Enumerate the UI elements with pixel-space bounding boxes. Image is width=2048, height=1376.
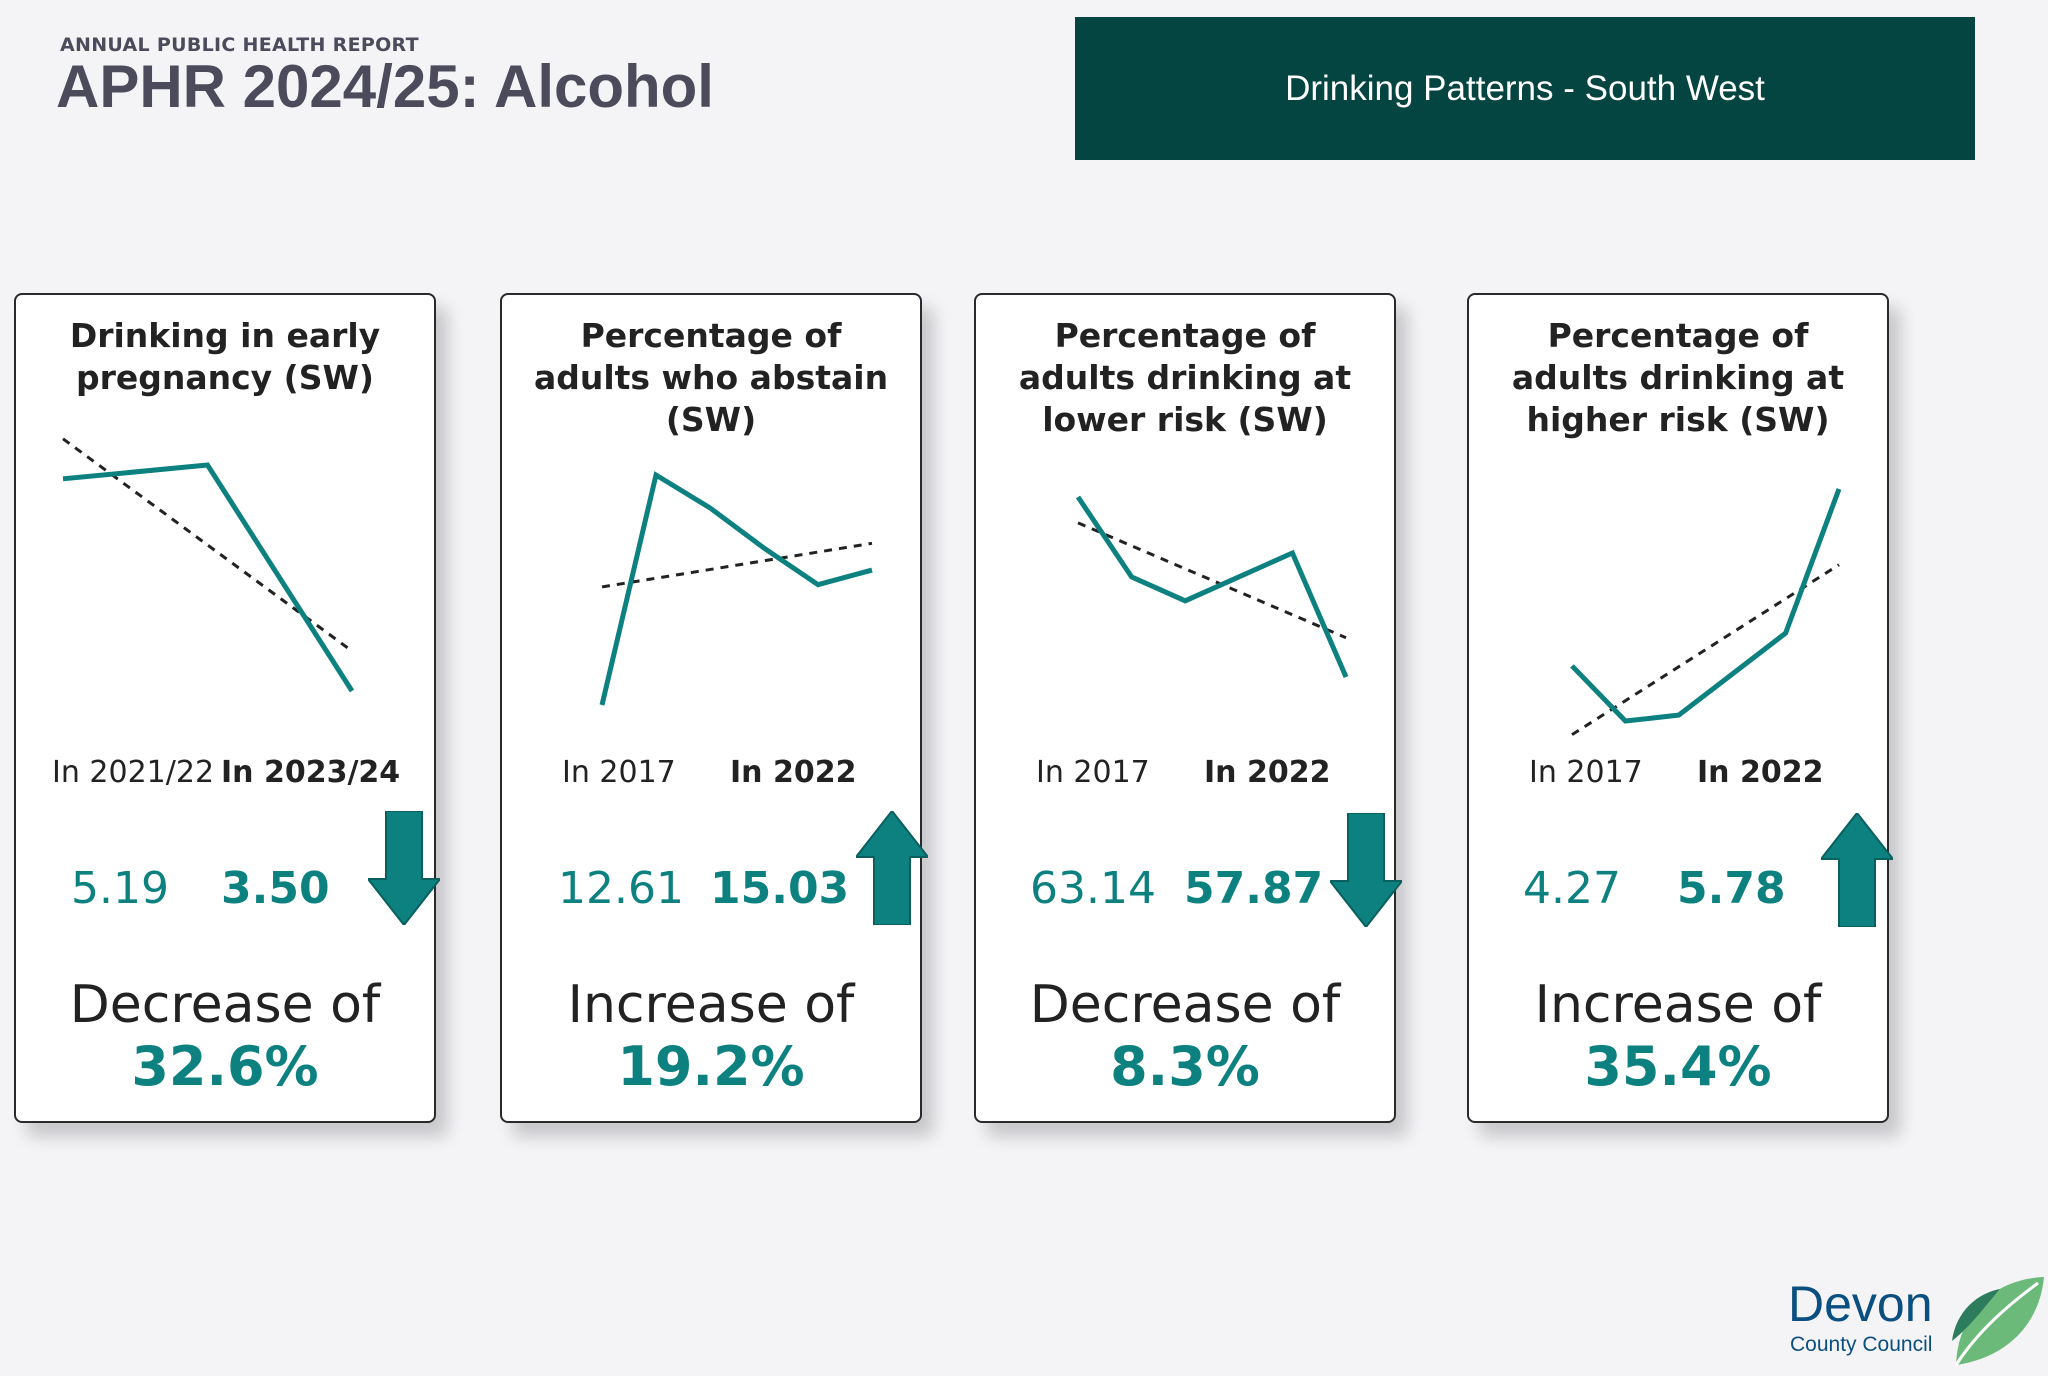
banner-text: Drinking Patterns - South West	[1285, 68, 1765, 108]
report-title: APHR 2024/25: Alcohol	[56, 53, 714, 120]
trendline	[1077, 521, 1347, 640]
card-title: Percentage of adults drinking at lower r…	[1018, 316, 1352, 439]
leaf-icon	[1952, 1277, 2044, 1366]
value-last: 57.87	[1184, 863, 1324, 914]
series-line	[1075, 495, 1349, 678]
value-first: 4.27	[1523, 863, 1621, 914]
logo-name: Devon	[1788, 1276, 1933, 1332]
metric-card-abstain: Percentage of adults who abstain (SW) In…	[500, 293, 928, 1123]
trendline	[1571, 563, 1840, 736]
value-first: 63.14	[1030, 863, 1156, 914]
sparkline-chart	[1075, 495, 1349, 678]
period-first: In 2017	[1529, 755, 1643, 790]
change-label: Decrease of	[69, 975, 381, 1035]
devon-county-council-logo: Devon County Council	[1788, 1275, 2048, 1375]
change-label: Increase of	[567, 975, 855, 1035]
card-title: Drinking in early pregnancy (SW)	[69, 316, 381, 397]
value-first: 12.61	[558, 863, 684, 914]
arrow-up-icon	[1821, 813, 1893, 927]
change-value: 19.2%	[617, 1035, 805, 1098]
card-title: Percentage of adults who abstain (SW)	[533, 316, 889, 439]
value-last: 5.78	[1677, 863, 1786, 914]
series-line	[62, 462, 355, 693]
sparkline-chart	[62, 437, 355, 693]
arrow-down-icon	[1330, 813, 1402, 927]
trendline	[601, 541, 873, 589]
value-last: 15.03	[710, 863, 850, 914]
period-last: In 2023/24	[221, 755, 401, 790]
card-title: Percentage of adults drinking at higher …	[1511, 316, 1845, 439]
period-last: In 2022	[1204, 755, 1331, 790]
metric-card-lower-risk: Percentage of adults drinking at lower r…	[974, 293, 1402, 1123]
value-first: 5.19	[71, 863, 169, 914]
sparkline-chart	[599, 471, 873, 706]
period-last: In 2022	[730, 755, 857, 790]
change-label: Decrease of	[1029, 975, 1341, 1035]
logo-subtitle: County Council	[1790, 1333, 1933, 1356]
change-label: Increase of	[1534, 975, 1822, 1035]
section-banner: Drinking Patterns - South West	[1075, 17, 1975, 160]
sparkline-chart	[1570, 488, 1842, 736]
value-last: 3.50	[221, 863, 330, 914]
metric-card-early-pregnancy: Drinking in early pregnancy (SW) In 2021…	[14, 293, 440, 1123]
period-first: In 2017	[562, 755, 676, 790]
series-line	[1570, 488, 1842, 724]
change-value: 35.4%	[1584, 1035, 1772, 1098]
arrow-down-icon	[368, 811, 440, 925]
period-first: In 2017	[1036, 755, 1150, 790]
series-line	[599, 471, 873, 706]
period-first: In 2021/22	[52, 755, 215, 790]
period-last: In 2022	[1697, 755, 1824, 790]
metric-card-higher-risk: Percentage of adults drinking at higher …	[1467, 293, 1893, 1123]
arrow-up-icon	[856, 811, 928, 925]
change-value: 8.3%	[1110, 1035, 1260, 1098]
change-value: 32.6%	[131, 1035, 319, 1098]
report-label: ANNUAL PUBLIC HEALTH REPORT	[60, 34, 419, 56]
